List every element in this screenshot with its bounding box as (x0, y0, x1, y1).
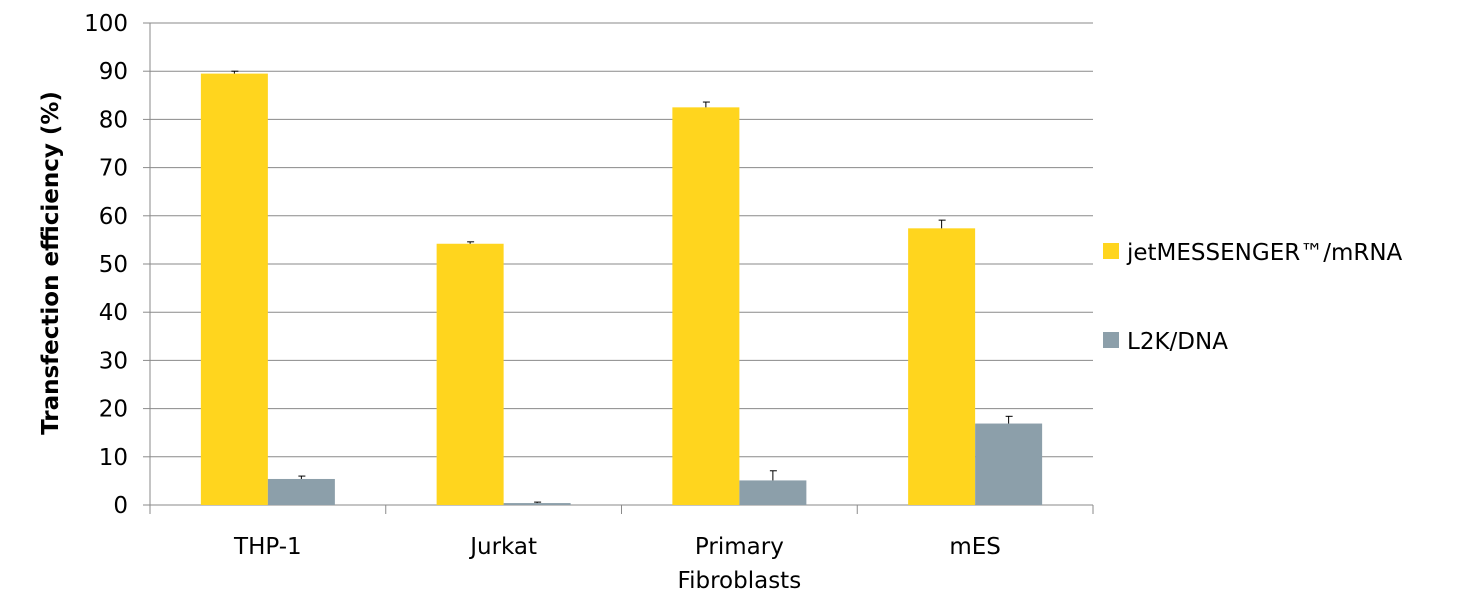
bar (908, 228, 976, 505)
y-tick-label: 20 (99, 397, 128, 423)
legend: jetMESSENGER™/mRNA L2K/DNA (1103, 240, 1403, 355)
category-label: Fibroblasts (678, 568, 802, 594)
y-tick-label: 100 (84, 11, 128, 37)
bar (975, 423, 1043, 505)
bar (436, 243, 504, 506)
y-tick-label: 50 (99, 252, 128, 278)
y-tick-label: 90 (99, 59, 128, 85)
category-label: Jurkat (468, 534, 537, 560)
category-label: THP-1 (233, 534, 302, 560)
bar (267, 478, 335, 505)
y-axis-title: Transfection efficiency (%) (38, 91, 64, 435)
labels: 0 10 20 30 40 50 60 70 80 90 100 THP-1 Jurkat Primary… (84, 11, 1001, 594)
legend-label: L2K/DNA (1127, 329, 1228, 355)
category-label: Primary (695, 534, 784, 560)
bars (200, 73, 1043, 506)
bar (739, 480, 807, 505)
error-bars (231, 70, 1013, 504)
y-tick-label: 70 (99, 156, 128, 182)
bar (503, 503, 571, 505)
y-tick-label: 0 (113, 493, 128, 519)
bar (672, 107, 740, 505)
y-tick-label: 30 (99, 348, 128, 374)
y-tick-label: 40 (99, 300, 128, 326)
y-tick-label: 80 (99, 107, 128, 133)
y-tick-label: 60 (99, 204, 128, 230)
legend-swatch (1103, 243, 1119, 259)
y-tick-label: 10 (99, 445, 128, 471)
category-label: mES (949, 534, 1001, 560)
gridlines (150, 22, 1093, 458)
bar (200, 73, 268, 506)
legend-swatch (1103, 332, 1119, 348)
legend-label: jetMESSENGER™/mRNA (1126, 240, 1403, 266)
